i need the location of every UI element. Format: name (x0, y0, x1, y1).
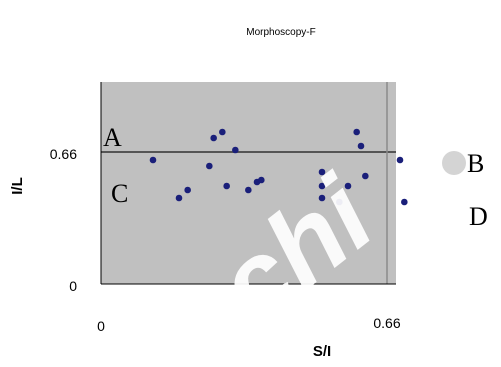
chart-title: Morphoscopy-F (246, 27, 315, 38)
x-tick-label-0: 0 (97, 318, 105, 334)
data-point-9 (245, 186, 252, 194)
region-b-marker-icon (442, 151, 466, 175)
data-point-21 (401, 198, 408, 206)
y-tick-label-066: 0.66 (50, 146, 77, 162)
data-point-5 (210, 134, 217, 142)
data-point-17 (353, 128, 360, 136)
region-label-d: D (469, 202, 488, 231)
data-point-18 (357, 142, 365, 150)
y-tick-label-0: 0 (69, 278, 77, 294)
data-point-1 (149, 156, 157, 164)
region-label-b: B (467, 149, 484, 178)
data-point-4 (206, 162, 213, 170)
data-point-6 (219, 128, 226, 136)
data-point-3 (184, 186, 191, 194)
y-axis-label: I/L (9, 177, 26, 195)
data-point-14 (318, 194, 326, 202)
data-point-16 (344, 182, 352, 190)
region-label-a: A (103, 123, 122, 152)
data-point-20 (396, 156, 404, 164)
data-point-13 (318, 182, 326, 190)
data-point-7 (223, 182, 230, 190)
x-tick-label-066: 0.66 (373, 315, 400, 331)
x-axis-label: S/I (313, 343, 331, 360)
data-point-2 (175, 194, 183, 202)
data-point-19 (362, 172, 369, 180)
data-point-11 (258, 176, 265, 184)
region-label-c: C (111, 179, 128, 208)
data-point-8 (232, 146, 239, 154)
data-point-12 (318, 168, 326, 176)
data-points (149, 128, 408, 206)
data-point-15 (336, 198, 343, 206)
